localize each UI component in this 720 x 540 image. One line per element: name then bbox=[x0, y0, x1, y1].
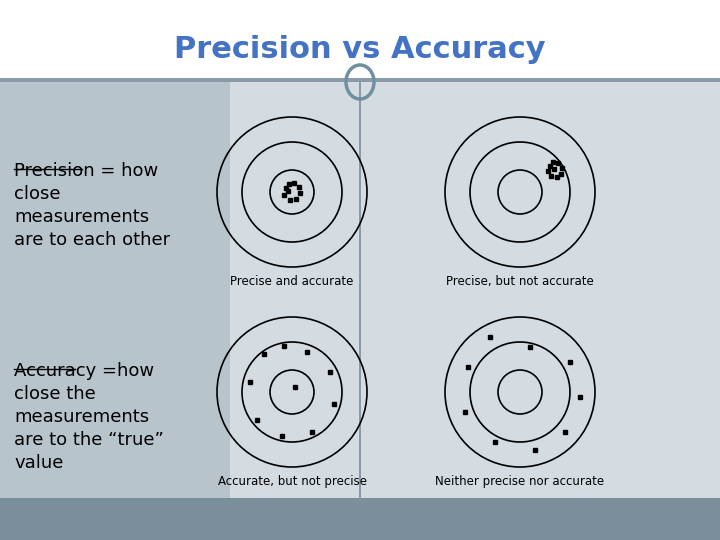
Text: Accuracy =how
close the
measurements
are to the “true”
value: Accuracy =how close the measurements are… bbox=[14, 362, 164, 471]
Text: Accurate, but not precise: Accurate, but not precise bbox=[217, 475, 366, 488]
Bar bbox=[359, 80, 361, 500]
Text: Precision = how
close
measurements
are to each other: Precision = how close measurements are t… bbox=[14, 162, 170, 249]
Text: Precise, but not accurate: Precise, but not accurate bbox=[446, 275, 594, 288]
Bar bbox=[0, 78, 720, 82]
Bar bbox=[0, 498, 720, 540]
Bar bbox=[230, 80, 720, 500]
Text: Precision vs Accuracy: Precision vs Accuracy bbox=[174, 36, 546, 64]
Text: Neither precise nor accurate: Neither precise nor accurate bbox=[436, 475, 605, 488]
Text: Precise and accurate: Precise and accurate bbox=[230, 275, 354, 288]
Bar bbox=[0, 80, 230, 500]
Bar bbox=[0, 0, 720, 80]
